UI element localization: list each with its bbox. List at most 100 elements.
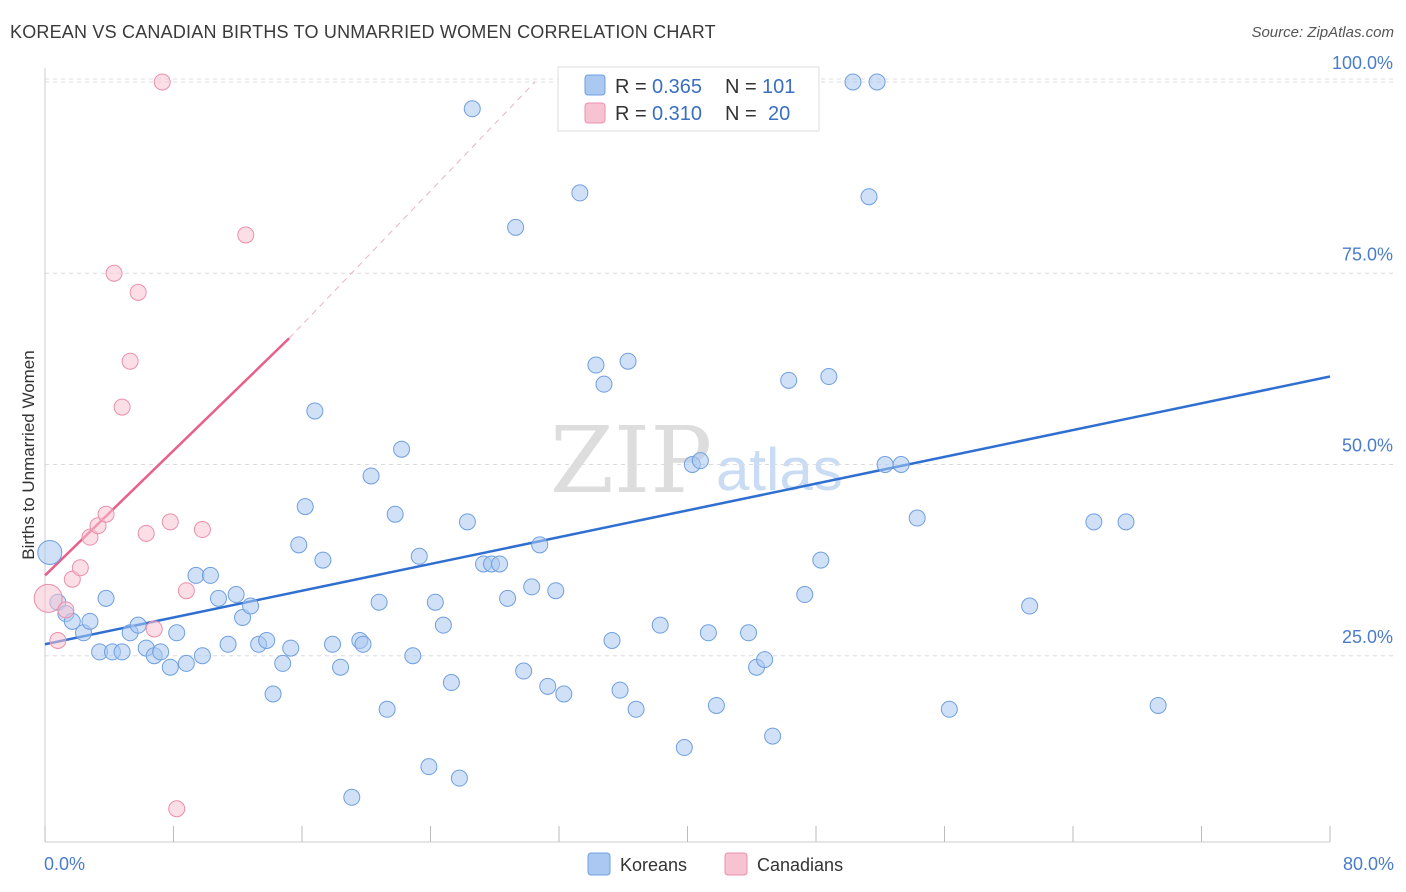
korean-point — [168, 624, 186, 642]
legend: R = 0.365 N = 101 R = 0.310 N = 20 — [557, 66, 820, 132]
korean-point — [209, 589, 227, 607]
korean-point — [458, 513, 476, 531]
korean-point — [258, 631, 276, 649]
legend-korean-n-label: N = — [725, 76, 757, 98]
korean-point — [296, 498, 314, 516]
korean-point — [812, 551, 830, 569]
korean-point — [113, 643, 131, 661]
canadian-point — [153, 73, 171, 91]
korean-point — [539, 677, 557, 695]
korean-point — [595, 375, 613, 393]
x-tick-max: 80.0% — [1343, 854, 1394, 874]
legend-canadian-r-label: R = — [615, 103, 647, 125]
korean-point — [1117, 513, 1135, 531]
korean-point — [282, 639, 300, 657]
canadian-point — [71, 559, 89, 577]
y-tick-label: 75.0% — [1342, 244, 1393, 264]
trend-lines — [44, 81, 1331, 646]
bottom-legend-swatch-korean — [587, 852, 611, 876]
korean-point — [201, 566, 219, 584]
watermark-atlas: atlas — [716, 436, 843, 503]
korean-point — [161, 658, 179, 676]
bottom-legend-canadian: Canadians — [757, 855, 843, 875]
canadian-point — [129, 283, 147, 301]
canadian-point — [33, 583, 63, 613]
korean-point — [876, 456, 894, 473]
korean-point — [219, 635, 237, 653]
legend-swatch-canadian — [584, 102, 606, 124]
korean-point — [764, 727, 782, 745]
korean-point — [370, 593, 388, 611]
korean-point — [314, 551, 332, 569]
y-tick-labels: 25.0% 50.0% 75.0% 100.0% — [1332, 53, 1393, 647]
y-tick-label: 25.0% — [1342, 627, 1393, 647]
korean-point — [820, 368, 838, 386]
korean-point — [306, 402, 324, 420]
canadian-point — [113, 398, 131, 416]
korean-point — [547, 582, 565, 600]
korean-point — [393, 440, 411, 458]
canadian-point — [121, 352, 139, 370]
korean-point — [756, 651, 774, 669]
korean-point — [420, 758, 438, 776]
korean-point — [324, 635, 342, 653]
canadian-point — [57, 601, 75, 619]
korean-point — [515, 662, 533, 680]
korean-point — [37, 539, 63, 565]
korean-point — [1085, 513, 1103, 531]
korean-point — [1149, 696, 1167, 714]
legend-canadian-n-value: 20 — [768, 103, 790, 125]
korean-point — [264, 685, 282, 703]
korean-point — [860, 188, 878, 206]
korean-point — [691, 452, 709, 470]
canadian-point — [49, 631, 67, 649]
korean-point — [940, 700, 958, 718]
korean-point — [463, 100, 481, 118]
canadian-point — [177, 582, 195, 600]
x-tick-min: 0.0% — [44, 854, 85, 874]
korean-point — [410, 547, 428, 565]
grid — [45, 78, 1395, 657]
legend-korean-r-label: R = — [615, 76, 647, 98]
canadian-point — [193, 521, 211, 539]
korean-point — [499, 589, 517, 607]
korean-point — [571, 184, 589, 202]
korean-point — [129, 616, 147, 634]
korean-point — [844, 73, 862, 91]
korean-point — [675, 739, 693, 757]
korean-point — [227, 586, 245, 604]
korean-point — [587, 356, 605, 374]
korean-point — [290, 536, 308, 554]
korean-point — [523, 578, 541, 596]
korean-point — [611, 681, 629, 699]
korean-point — [442, 674, 460, 692]
korean-point — [531, 536, 549, 554]
canadian-point — [237, 226, 255, 244]
chart-title: KOREAN VS CANADIAN BIRTHS TO UNMARRIED W… — [10, 22, 716, 42]
korean-point — [740, 624, 758, 642]
korean-point — [796, 586, 814, 604]
bottom-legend: Koreans Canadians — [587, 852, 843, 876]
canadian-trend-line — [44, 337, 291, 577]
legend-canadian-n-label: N = — [725, 103, 757, 125]
korean-point — [404, 647, 422, 665]
korean-point — [555, 685, 573, 703]
korean-point — [354, 635, 372, 653]
korean-point — [386, 505, 404, 523]
canadian-point — [168, 800, 186, 818]
korean-point — [908, 509, 926, 527]
korean-point — [651, 616, 669, 634]
korean-point — [603, 631, 621, 649]
y-tick-label: 50.0% — [1342, 436, 1393, 456]
canadian-point — [161, 513, 179, 531]
legend-korean-n-value: 101 — [762, 76, 795, 98]
korean-point — [491, 555, 509, 573]
korean-point — [177, 654, 195, 672]
korean-point — [97, 589, 115, 607]
korean-point — [187, 566, 205, 584]
legend-korean-r-value: 0.365 — [652, 76, 702, 98]
source-label: Source: ZipAtlas.com — [1251, 24, 1394, 41]
canadian-trend-extension — [288, 81, 536, 339]
canadian-point — [145, 620, 163, 638]
